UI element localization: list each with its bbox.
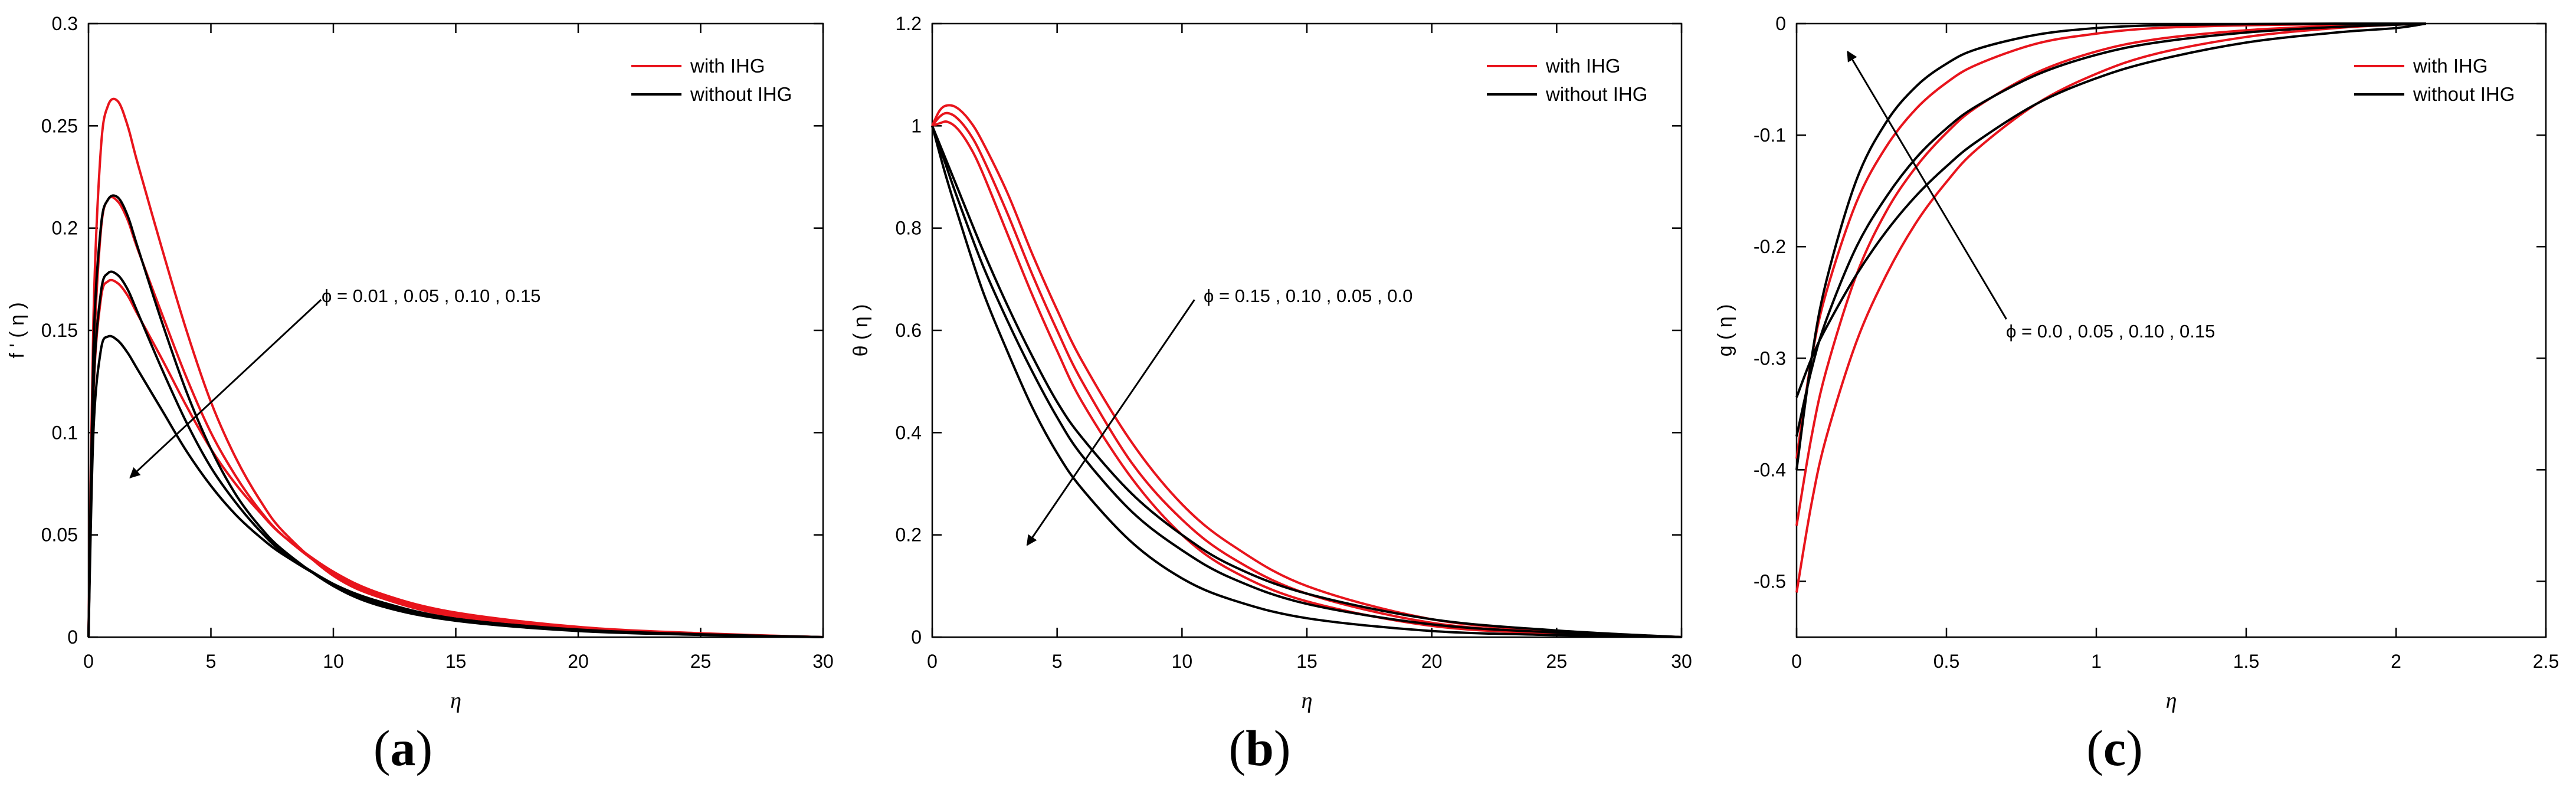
y-tick-label: 0.6 [896,320,922,341]
panel-b-chart: 0 5 10 15 20 25 30 0 0.2 0.4 0.6 0.8 1 1.2 η θ ( η ) wit… [850,13,1692,713]
y-tick-label: 0 [911,627,922,648]
panel-b-label: b [1246,720,1274,776]
x-tick-label: 15 [445,651,467,672]
series-line-without [931,125,1682,638]
y-tick-label: -0.3 [1754,347,1786,369]
series-line-with [1795,22,2426,526]
series-line-without [931,125,1682,638]
y-tick-label: 0.1 [52,422,78,443]
x-tick-label: 1.5 [2233,651,2259,672]
x-tick-label: 5 [1052,651,1063,672]
x-tick-label: 2 [2391,651,2401,672]
panel-a-chart: 0 5 10 15 20 25 30 0 0.05 0.1 0.15 0.2 0.25 0.3 η f ' (… [6,13,834,713]
x-tick-label: 0.5 [1933,651,1959,672]
legend-entry: without IHG [2413,83,2515,105]
legend-entry: with IHG [690,55,765,77]
series-line-without [87,334,824,638]
series-line-without [931,125,1682,638]
annotation-arrow [1847,50,2007,320]
plot-frame [87,22,824,638]
y-tick-label: -0.2 [1754,236,1786,257]
annotation-text: ϕ = 0.01 , 0.05 , 0.10 , 0.15 [322,286,541,306]
y-tick-label: 0.3 [52,13,78,34]
series-line-with [931,111,1682,638]
series-line-without [1795,22,2426,437]
x-tick-label: 30 [812,651,834,672]
series-line-with [87,195,824,638]
y-tick-label: 0.4 [896,422,922,443]
series-line-with [932,120,1682,638]
x-tick-label: 10 [1172,651,1193,672]
x-tick-label: 0 [927,651,938,672]
panel-c-label: c [2103,720,2126,776]
panel-a-caption: (a) [373,720,433,776]
x-axis-label: η [450,688,461,713]
series-line-with [931,104,1682,638]
y-tick-label: 0.05 [41,524,78,546]
y-axis-label: f ' ( η ) [6,302,28,358]
x-tick-label: 2.5 [2533,651,2559,672]
y-tick-label: 0.2 [896,524,922,546]
x-axis-label: η [2166,688,2177,713]
series-line-with [1795,22,2426,459]
annotation-text: ϕ = 0.15 , 0.10 , 0.05 , 0.0 [1204,286,1412,306]
annotation-text: ϕ = 0.0 , 0.05 , 0.10 , 0.15 [2006,321,2215,342]
annotation-arrow [1026,299,1195,546]
series-line-with [87,97,824,638]
x-tick-label: 5 [206,651,217,672]
y-tick-label: 0 [67,627,78,648]
x-axis-label: η [1302,688,1313,713]
y-axis-label: θ ( η ) [850,304,872,357]
panel-c-chart: 0 0.5 1 1.5 2 2.5 0 -0.1 -0.2 -0.3 -0.4 -0.5 η g ( η … [1714,13,2559,713]
y-tick-label: 1 [911,115,922,136]
y-tick-label: -0.1 [1754,124,1786,146]
series-line-with [1795,22,2426,593]
y-tick-label: -0.5 [1754,570,1786,592]
x-tick-label: 20 [568,651,589,672]
y-tick-label: 0.15 [41,320,78,341]
plot-frame [931,22,1683,638]
series-line-without [87,270,824,638]
x-tick-label: 0 [1791,651,1802,672]
legend-entry: with IHG [1545,55,1621,77]
y-axis-label: g ( η ) [1714,304,1736,357]
x-tick-label: 10 [323,651,344,672]
legend-entry: with IHG [2413,55,2488,77]
plot-frame [1795,22,2547,638]
series-line-without [87,194,824,638]
y-tick-label: 0 [1775,13,1786,34]
legend-entry: without IHG [690,83,792,105]
legend-entry: without IHG [1545,83,1647,105]
y-tick-label: 1.2 [896,13,922,34]
annotation-arrow [129,299,322,478]
y-tick-label: 0.8 [896,218,922,239]
series-line-without [1795,22,2426,470]
x-tick-label: 1 [2091,651,2102,672]
x-tick-label: 20 [1421,651,1443,672]
y-tick-label: 0.25 [41,115,78,136]
series-line-without [1795,22,2427,398]
y-tick-label: 0.2 [52,218,78,239]
x-tick-label: 25 [1546,651,1568,672]
x-tick-label: 25 [690,651,712,672]
panel-b-caption: (b) [1228,720,1291,776]
y-tick-label: -0.4 [1754,459,1786,480]
panel-c-caption: (c) [2086,720,2143,776]
panel-a-label: a [390,720,416,776]
series-line-with [87,278,824,638]
x-tick-label: 30 [1671,651,1692,672]
x-tick-label: 15 [1296,651,1318,672]
x-tick-label: 0 [83,651,94,672]
